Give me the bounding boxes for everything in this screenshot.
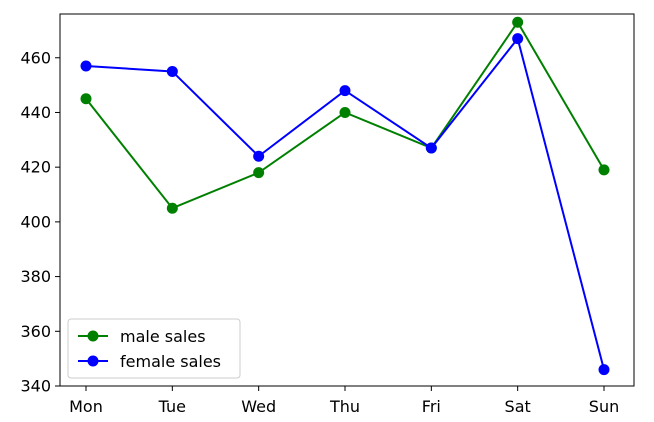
data-point	[253, 150, 265, 162]
x-tick-label: Fri	[422, 397, 441, 416]
data-point	[253, 167, 265, 179]
data-point	[598, 364, 610, 376]
series-layer	[80, 16, 610, 376]
x-tick-label: Sat	[505, 397, 531, 416]
x-tick-label: Mon	[69, 397, 103, 416]
data-point	[80, 93, 92, 105]
y-tick-label: 380	[20, 267, 51, 286]
data-point	[339, 85, 351, 97]
x-tick-label: Thu	[329, 397, 360, 416]
data-point	[512, 16, 524, 28]
y-tick-label: 460	[20, 48, 51, 67]
plot-frame	[59, 13, 635, 387]
legend-swatch-marker	[87, 330, 99, 342]
data-point	[166, 202, 178, 214]
data-point	[166, 65, 178, 77]
data-point	[512, 33, 524, 45]
x-tick-label: Tue	[158, 397, 186, 416]
data-point	[80, 60, 92, 72]
x-axis: Mon Tue Wed Thu Fri Sat Sun	[69, 386, 619, 416]
legend: male sales female sales	[67, 318, 241, 379]
data-point	[598, 164, 610, 176]
x-tick-label: Wed	[241, 397, 276, 416]
data-point	[339, 106, 351, 118]
legend-label: female sales	[120, 352, 221, 371]
legend-label: male sales	[120, 327, 206, 346]
data-point	[425, 142, 437, 154]
y-axis: 340 360 380 400 420 440 460	[20, 48, 60, 396]
y-tick-label: 340	[20, 377, 51, 396]
legend-swatch-marker	[87, 355, 99, 367]
legend-box	[67, 318, 241, 379]
y-tick-label: 360	[20, 322, 51, 341]
y-tick-label: 400	[20, 212, 51, 231]
y-tick-label: 440	[20, 103, 51, 122]
y-tick-label: 420	[20, 158, 51, 177]
x-tick-label: Sun	[589, 397, 619, 416]
